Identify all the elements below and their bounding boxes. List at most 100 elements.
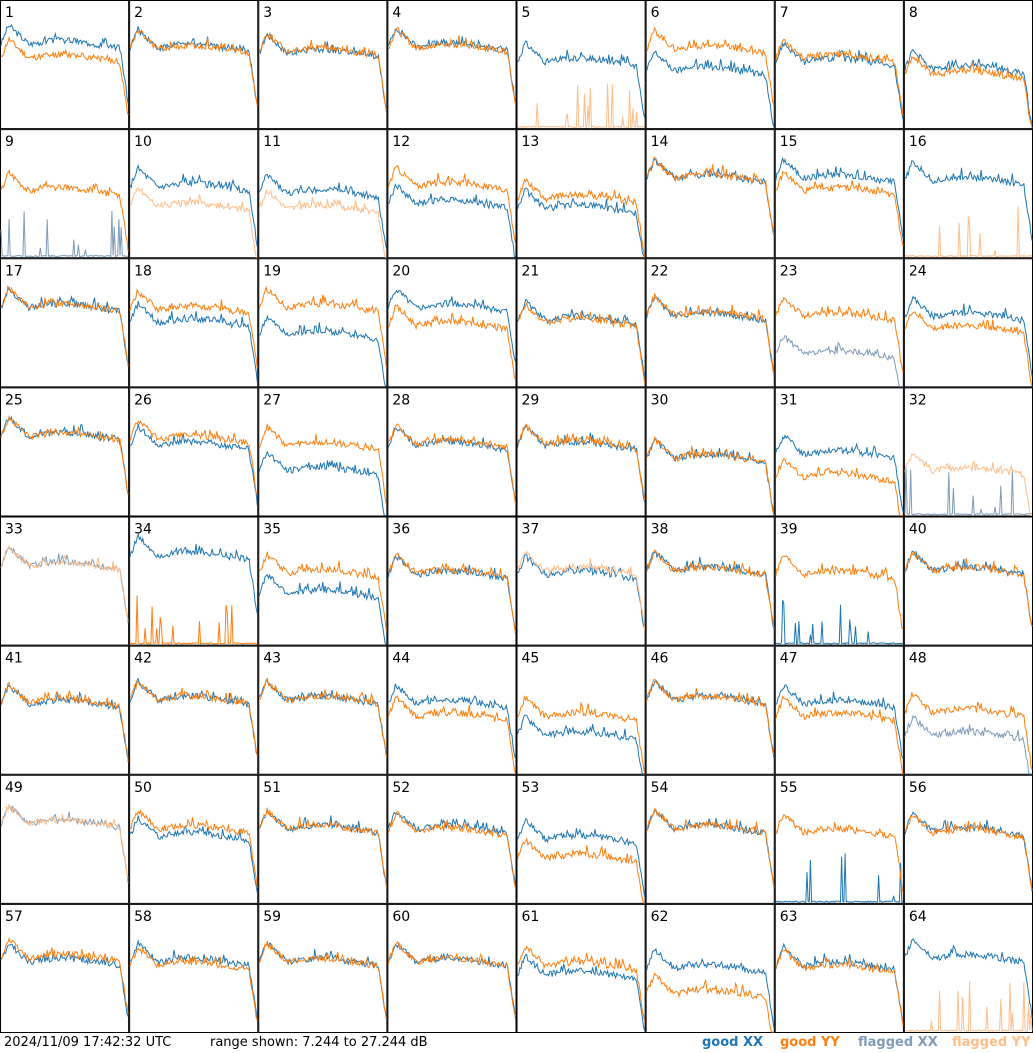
series-yy-47: [775, 695, 904, 774]
panel-label: 38: [651, 522, 669, 538]
series-xx-28: [387, 427, 516, 504]
panel-frame: [258, 516, 388, 646]
panel-frame: [387, 645, 517, 775]
panel-15: 15: [774, 129, 904, 259]
series-yy-63: [775, 948, 904, 1026]
panel-frame: [258, 0, 388, 130]
panel-34: 34: [129, 516, 259, 646]
series-yy-42: [129, 679, 258, 756]
panel-8: 8: [903, 0, 1033, 130]
panel-44: 44: [387, 645, 517, 775]
series-yy-25: [0, 414, 129, 495]
panel-frame: [387, 0, 517, 130]
panel-22: 22: [645, 258, 775, 388]
series-yy-49: [0, 804, 129, 879]
series-xx-56: [904, 811, 1033, 892]
panel-41: 41: [0, 645, 130, 775]
series-xx-31: [775, 434, 904, 512]
series-xx-18: [129, 301, 258, 383]
panel-label: 21: [522, 263, 540, 279]
series-yy-28: [388, 423, 516, 505]
series-xx-20: [387, 289, 516, 362]
panel-label: 27: [263, 392, 281, 408]
series-yy-53: [517, 837, 645, 904]
panel-57: 57: [0, 903, 130, 1033]
panel-frame: [0, 903, 130, 1033]
panel-label: 26: [134, 392, 152, 408]
series-yy-6: [646, 26, 775, 105]
series-yy-44: [387, 695, 516, 774]
series-xx-64: [904, 938, 1033, 1019]
panel-label: 24: [909, 263, 927, 279]
series-xx-15: [775, 156, 904, 238]
series-yy-50: [130, 809, 258, 889]
panel-label: 55: [780, 780, 798, 796]
series-yy-61: [517, 945, 646, 1022]
series-yy-22: [646, 292, 775, 375]
panel-14: 14: [645, 129, 775, 259]
panel-7: 7: [774, 0, 904, 130]
panel-frame: [129, 129, 259, 259]
panel-29: 29: [516, 387, 646, 517]
panel-label: 51: [263, 780, 281, 796]
series-yy-40: [904, 550, 1033, 627]
series-xx-45: [517, 714, 645, 775]
panel-frame: [774, 387, 904, 517]
panel-54: 54: [645, 774, 775, 904]
panel-label: 19: [263, 263, 281, 279]
panel-frame: [0, 387, 130, 517]
series-xx-12: [388, 183, 516, 258]
panel-frame: [0, 774, 130, 904]
panel-label: 3: [263, 5, 272, 21]
panel-label: 23: [780, 263, 798, 279]
panel-24: 24: [903, 258, 1033, 388]
series-xx-61: [517, 954, 646, 1031]
panel-frame: [258, 774, 388, 904]
series-yy-7: [775, 38, 904, 116]
panel-28: 28: [387, 387, 517, 517]
series-yy-27: [258, 423, 387, 505]
panel-16: 16: [903, 129, 1033, 259]
panel-frame: [0, 645, 130, 775]
panel-label: 59: [263, 909, 281, 925]
panel-32: 32: [903, 387, 1033, 517]
series-xx-19: [259, 314, 387, 387]
series-yy-5: [517, 83, 645, 129]
panel-label: 34: [134, 522, 152, 538]
panel-frame: [258, 129, 388, 259]
series-xx-49: [0, 805, 129, 884]
panel-label: 40: [909, 522, 927, 538]
panel-51: 51: [258, 774, 388, 904]
series-yy-55: [775, 814, 904, 893]
series-yy-62: [646, 972, 774, 1033]
series-yy-15: [775, 171, 904, 246]
legend-good-xx: good XX: [702, 1035, 764, 1050]
panel-frame: [258, 387, 388, 517]
panel-label: 46: [651, 651, 669, 667]
panel-55: 55: [774, 774, 904, 904]
panel-frame: [645, 645, 775, 775]
panel-frame: [645, 0, 775, 130]
series-yy-60: [387, 941, 516, 1017]
series-yy-16: [904, 206, 1033, 258]
panel-frame: [129, 645, 259, 775]
series-xx-47: [775, 684, 904, 759]
series-xx-11: [258, 173, 387, 249]
series-xx-59: [258, 942, 387, 1020]
series-xx-43: [258, 679, 387, 756]
series-yy-34: [129, 595, 258, 646]
series-xx-55: [775, 853, 904, 904]
series-yy-1: [0, 35, 129, 116]
series-yy-13: [517, 177, 646, 258]
panel-label: 43: [263, 651, 281, 667]
panel-59: 59: [258, 903, 388, 1033]
series-yy-26: [129, 420, 258, 495]
panel-label: 53: [522, 780, 540, 796]
panel-frame: [258, 258, 388, 388]
panel-frame: [774, 129, 904, 259]
panel-frame: [387, 129, 517, 259]
panel-label: 50: [134, 780, 152, 796]
panel-30: 30: [645, 387, 775, 517]
panel-27: 27: [258, 387, 388, 517]
